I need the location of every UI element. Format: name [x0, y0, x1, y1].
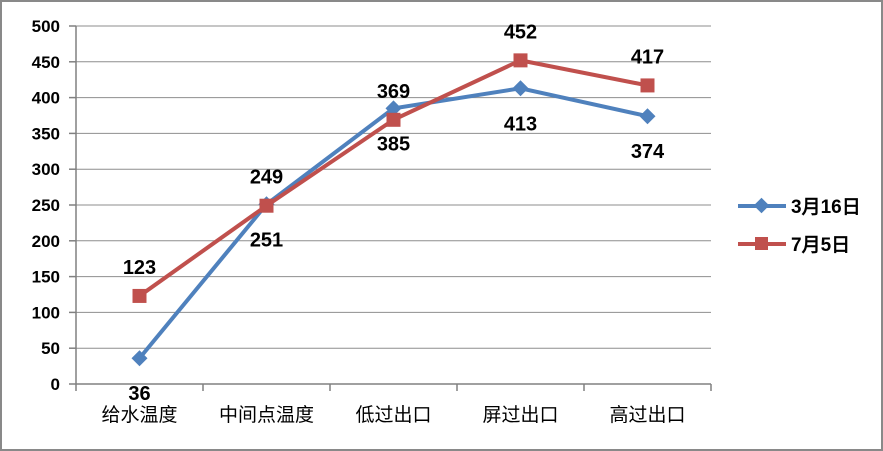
y-axis-label: 300 — [32, 160, 60, 179]
data-label: 36 — [128, 383, 150, 405]
legend-line-square-icon — [738, 235, 786, 253]
y-axis-label: 0 — [51, 375, 60, 394]
legend-line-diamond-icon — [738, 197, 786, 215]
data-label: 251 — [250, 229, 283, 251]
data-point-marker — [385, 100, 402, 117]
x-axis-label: 屏过出口 — [482, 404, 558, 426]
legend: 3月16日 7月5日 — [738, 192, 861, 257]
x-axis-label: 中间点温度 — [219, 404, 314, 426]
y-axis-label: 250 — [32, 196, 60, 215]
series-line-3月16日 — [137, 86, 648, 360]
data-label: 413 — [504, 113, 537, 135]
y-axis-label: 450 — [32, 53, 60, 72]
data-label: 374 — [631, 141, 665, 163]
data-point-marker — [640, 78, 655, 93]
legend-label-series-2: 7月5日 — [791, 235, 851, 256]
y-axis-label: 200 — [32, 232, 60, 251]
data-label: 249 — [250, 167, 283, 189]
data-label: 417 — [631, 46, 664, 68]
y-axis-label: 350 — [32, 124, 60, 143]
legend-label-series-1: 3月16日 — [791, 197, 861, 218]
y-axis-label: 500 — [32, 17, 60, 36]
data-label: 123 — [123, 257, 156, 279]
data-label: 452 — [504, 21, 537, 43]
data-point-marker — [259, 198, 274, 213]
x-axis-label: 给水温度 — [101, 404, 177, 426]
data-point-marker — [386, 112, 401, 127]
data-point-marker — [132, 288, 147, 303]
data-label: 385 — [377, 133, 410, 155]
x-axis-label: 低过出口 — [355, 404, 431, 426]
data-point-marker — [512, 80, 529, 97]
data-point-marker — [639, 108, 656, 125]
y-axis-label: 150 — [32, 268, 60, 287]
x-axis-label: 高过出口 — [609, 404, 685, 426]
y-axis-label: 400 — [32, 89, 60, 108]
y-axis-label: 50 — [41, 339, 60, 358]
y-axis-label: 100 — [32, 303, 60, 322]
data-point-marker — [513, 53, 528, 68]
legend-item-series-1: 3月16日 — [738, 192, 861, 219]
legend-item-series-2: 7月5日 — [738, 230, 861, 257]
data-label: 369 — [377, 81, 410, 103]
data-point-marker — [131, 350, 148, 367]
